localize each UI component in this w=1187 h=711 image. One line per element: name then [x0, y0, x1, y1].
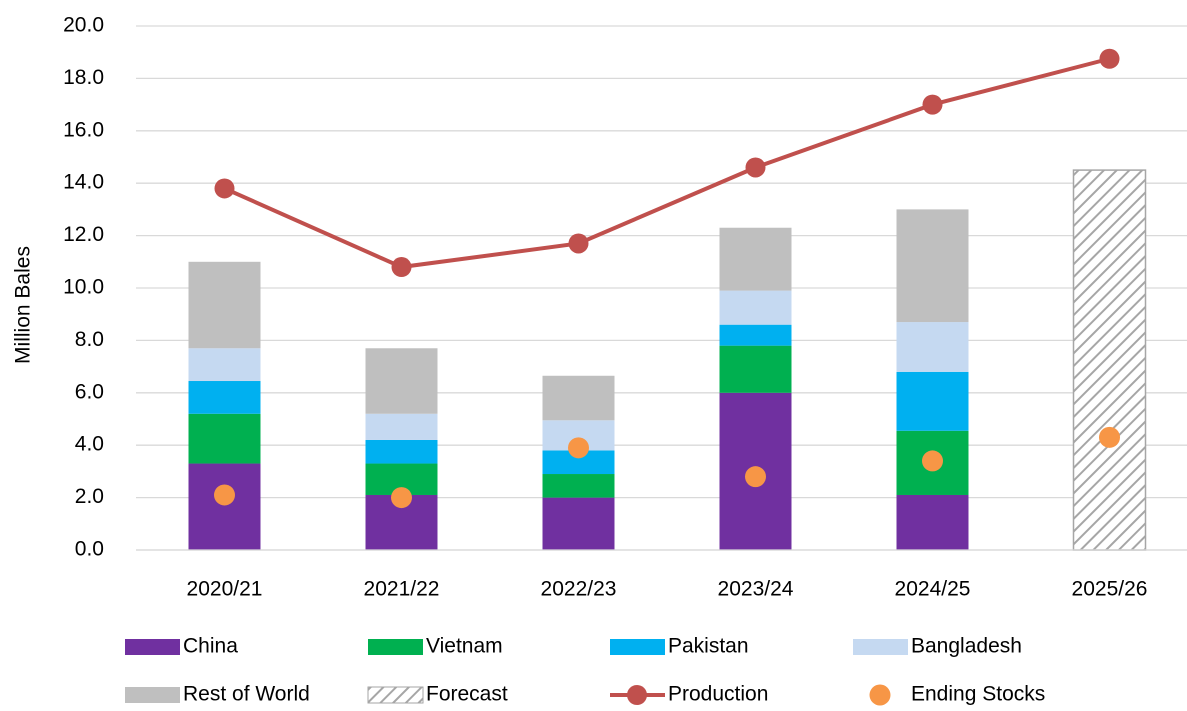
y-tick-label: 12.0 — [63, 223, 104, 246]
line-marker — [214, 178, 235, 199]
bar-segment — [542, 375, 615, 421]
line-marker — [568, 233, 589, 254]
y-tick-label: 16.0 — [63, 118, 104, 141]
legend-swatch — [125, 687, 180, 703]
legend-swatch — [368, 639, 423, 655]
bar-segment — [896, 494, 969, 550]
bar-segment — [365, 413, 438, 440]
y-tick-label: 2.0 — [75, 485, 104, 508]
bar-segment — [188, 261, 261, 349]
point — [568, 437, 589, 459]
bar-segment — [365, 348, 438, 414]
legend-label: Vietnam — [426, 635, 503, 658]
bar-segment — [896, 371, 969, 431]
legend-label: Ending Stocks — [911, 683, 1045, 706]
legend-label: Bangladesh — [911, 635, 1022, 658]
bar-segment — [1072, 169, 1147, 551]
legend-swatch — [125, 639, 180, 655]
legend-label: China — [183, 635, 238, 658]
bar-segment — [188, 413, 261, 464]
bar-segment — [188, 381, 261, 414]
point — [922, 450, 943, 472]
legend-swatch — [627, 685, 647, 705]
bar-segment — [542, 497, 615, 550]
y-tick-label: 4.0 — [75, 433, 104, 456]
x-tick-label: 2024/25 — [895, 578, 971, 601]
legend-label: Forecast — [426, 683, 508, 706]
y-tick-label: 14.0 — [63, 171, 104, 194]
x-tick-label: 2025/26 — [1072, 578, 1148, 601]
y-tick-label: 0.0 — [75, 538, 104, 561]
legend-label: Production — [668, 683, 768, 706]
point — [1099, 426, 1120, 448]
bar-segment — [188, 463, 261, 550]
point — [214, 484, 235, 506]
bar-segment — [542, 450, 615, 475]
bar-segment — [719, 324, 792, 346]
bar-segment — [542, 474, 615, 498]
legend-label: Rest of World — [183, 683, 310, 706]
legend-swatch — [869, 684, 891, 706]
line-marker — [745, 157, 766, 178]
x-tick-label: 2023/24 — [718, 578, 794, 601]
y-tick-label: 18.0 — [63, 66, 104, 89]
bar-segment — [188, 348, 261, 382]
legend-swatch — [853, 639, 908, 655]
legend-label: Pakistan — [668, 635, 749, 658]
legend-swatch — [610, 639, 665, 655]
line-marker — [391, 257, 412, 278]
x-tick-label: 2021/22 — [364, 578, 440, 601]
bar-segment — [719, 345, 792, 393]
bar-segment — [719, 227, 792, 291]
bar-segment — [365, 439, 438, 464]
line-marker — [922, 94, 943, 115]
x-tick-label: 2022/23 — [541, 578, 617, 601]
y-axis-label: Million Bales — [12, 246, 35, 364]
point — [745, 466, 766, 488]
y-tick-label: 20.0 — [63, 14, 104, 37]
legend-swatch — [367, 686, 424, 704]
bar-segment — [719, 290, 792, 325]
bar-segment — [896, 209, 969, 323]
line-marker — [1099, 48, 1120, 69]
point — [391, 487, 412, 509]
y-tick-label: 8.0 — [75, 328, 104, 351]
bar-segment — [896, 322, 969, 372]
x-tick-label: 2020/21 — [187, 578, 263, 601]
y-tick-label: 6.0 — [75, 380, 104, 403]
line — [223, 56, 1111, 270]
y-tick-label: 10.0 — [63, 276, 104, 299]
